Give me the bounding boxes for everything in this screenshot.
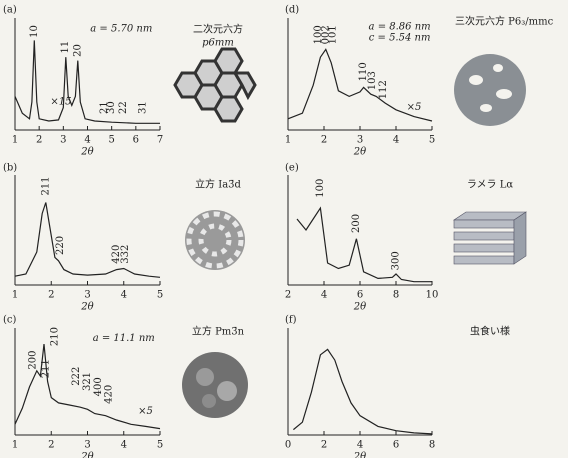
x-tick-label: 4	[121, 440, 127, 451]
x-axis-label: 2θ	[353, 452, 366, 458]
peak-label: 11	[60, 41, 71, 54]
x-tick-label: 7	[157, 135, 163, 146]
x-tick-label: 2	[321, 440, 327, 451]
x-tick-label: 3	[84, 290, 90, 301]
x-tick-label: 3	[357, 135, 363, 146]
x-tick-label: 4	[357, 440, 363, 451]
x-tick-label: 2	[48, 290, 54, 301]
illustration-hexagonal	[173, 47, 257, 123]
peak-label: 31	[138, 101, 149, 114]
structure-title: 三次元六方 P6₃/mmc	[455, 15, 554, 28]
xrd-curve	[14, 202, 161, 278]
xrd-curve	[14, 40, 160, 124]
panel-label: (b)	[3, 163, 17, 174]
peak-label: 101	[328, 25, 339, 44]
structure-title: ラメラ Lα	[467, 179, 514, 191]
x-axis-label: 2θ	[80, 147, 93, 158]
x-tick-label: 5	[157, 290, 163, 301]
x-tick-label: 5	[157, 440, 163, 451]
peak-label: 220	[55, 236, 66, 255]
x-tick-label: 5	[108, 135, 114, 146]
x-tick-label: 4	[121, 290, 127, 301]
illustration-3d-hexagonal	[454, 54, 526, 126]
peak-label: 30	[106, 101, 117, 114]
xrd-curve	[293, 348, 433, 435]
x-tick-label: 1	[12, 440, 18, 451]
illustration-cubic-pm3n	[182, 352, 248, 418]
peak-label: 321	[82, 372, 93, 391]
x-axis-label: 2θ	[80, 302, 93, 313]
peak-label: 211	[40, 359, 51, 378]
peak-label: 110	[358, 62, 369, 81]
peak-label: 20	[72, 44, 83, 57]
structure-title: 立方 Pm3̄n	[192, 325, 245, 338]
x-tick-label: 0	[285, 440, 291, 451]
peak-label: 420	[104, 385, 115, 404]
peak-label: 103	[367, 71, 378, 90]
peak-label: 200	[351, 214, 362, 233]
peak-label: 002	[320, 25, 331, 44]
panel-label: (d)	[285, 5, 299, 16]
x-tick-label: 2	[321, 135, 327, 146]
peak-label: 112	[378, 80, 389, 99]
peak-label: 100	[313, 25, 324, 44]
annotation: c = 5.54 nm	[369, 33, 431, 44]
peak-label: 300	[391, 251, 402, 270]
x-axis-label: 2θ	[353, 147, 366, 158]
panel-label: (a)	[3, 5, 17, 16]
x-tick-label: 2	[285, 290, 291, 301]
panel-label: (f)	[285, 315, 297, 326]
annotation: ×5	[407, 102, 422, 113]
x-tick-label: 4	[321, 290, 327, 301]
x-tick-label: 6	[357, 290, 363, 301]
annotation: a = 8.86 nm	[369, 21, 431, 32]
panel-label: (e)	[285, 163, 299, 174]
annotation: ×15	[50, 97, 71, 108]
structure-title: 虫食い様	[470, 325, 510, 338]
x-tick-label: 6	[133, 135, 139, 146]
peak-label: 211	[40, 176, 51, 195]
peak-label: 332	[120, 245, 131, 264]
x-tick-label: 1	[12, 290, 18, 301]
xrd-curve	[287, 48, 433, 122]
peak-label: 21	[99, 101, 110, 114]
x-tick-label: 4	[84, 135, 90, 146]
x-tick-label: 1	[285, 135, 291, 146]
x-tick-label: 10	[426, 290, 439, 301]
xrd-curve	[14, 344, 161, 430]
structure-symmetry: p6mm	[202, 38, 234, 49]
illustration-gyroid	[185, 210, 245, 270]
structure-title: 二次元六方	[193, 23, 243, 36]
x-axis-label: 2θ	[80, 452, 93, 458]
x-tick-label: 2	[36, 135, 42, 146]
x-tick-label: 3	[60, 135, 66, 146]
peak-label: 100	[315, 179, 326, 198]
peak-label: 22	[118, 101, 129, 114]
x-tick-label: 1	[12, 135, 18, 146]
peak-label: 222	[71, 367, 82, 386]
panel-label: (c)	[3, 315, 17, 326]
x-tick-label: 6	[393, 440, 399, 451]
structure-title: 立方 Ia3̄d	[195, 178, 241, 191]
x-tick-label: 5	[429, 135, 435, 146]
x-tick-label: 3	[84, 440, 90, 451]
x-axis-label: 2θ	[353, 302, 366, 313]
x-tick-label: 8	[393, 290, 399, 301]
peak-label: 200	[28, 351, 39, 370]
x-tick-label: 2	[48, 440, 54, 451]
xrd-curve	[296, 206, 432, 283]
x-tick-label: 4	[393, 135, 399, 146]
illustration-lamellar	[453, 211, 527, 265]
peak-label: 10	[29, 25, 40, 38]
annotation: ×5	[138, 406, 153, 417]
annotation: a = 5.70 nm	[90, 24, 152, 35]
peak-label: 420	[111, 245, 122, 264]
x-tick-label: 8	[429, 440, 435, 451]
annotation: a = 11.1 nm	[93, 333, 155, 344]
peak-label: 400	[93, 377, 104, 396]
peak-label: 210	[49, 327, 60, 346]
